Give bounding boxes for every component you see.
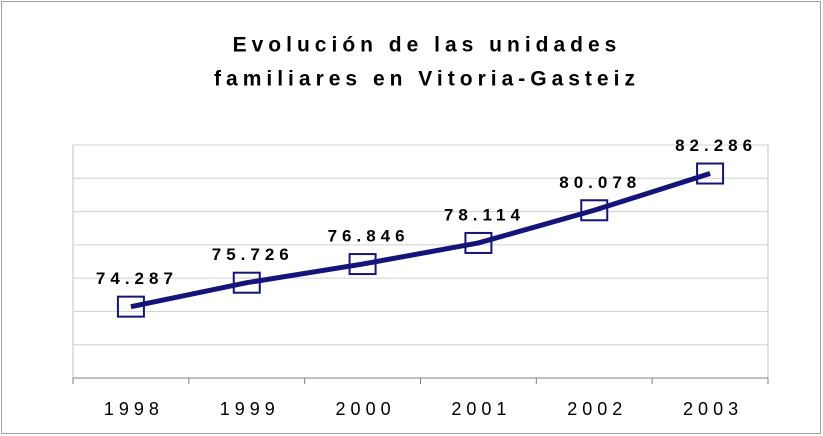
x-tick-label: 1998 bbox=[104, 399, 164, 419]
x-tick-label: 2001 bbox=[451, 399, 511, 419]
x-tick-label: 2000 bbox=[336, 399, 396, 419]
chart-title: familiares en Vitoria-Gasteiz bbox=[214, 68, 640, 91]
value-label: 76.846 bbox=[328, 227, 410, 246]
marker bbox=[232, 271, 261, 294]
marker bbox=[116, 295, 145, 318]
x-tick-label: 2003 bbox=[683, 399, 743, 419]
x-tick-label: 1999 bbox=[220, 399, 280, 419]
value-label: 75.726 bbox=[212, 245, 294, 264]
value-label: 74.287 bbox=[96, 269, 178, 288]
marker bbox=[580, 199, 609, 222]
value-label: 80.078 bbox=[559, 173, 641, 192]
marker bbox=[348, 253, 377, 276]
line bbox=[130, 171, 711, 310]
marker bbox=[696, 162, 725, 185]
value-label: 82.286 bbox=[675, 136, 757, 155]
x-tick-label: 2002 bbox=[567, 399, 627, 419]
marker bbox=[464, 231, 493, 254]
chart-title: Evolución de las unidades bbox=[233, 34, 622, 57]
value-label: 78.114 bbox=[444, 205, 525, 224]
